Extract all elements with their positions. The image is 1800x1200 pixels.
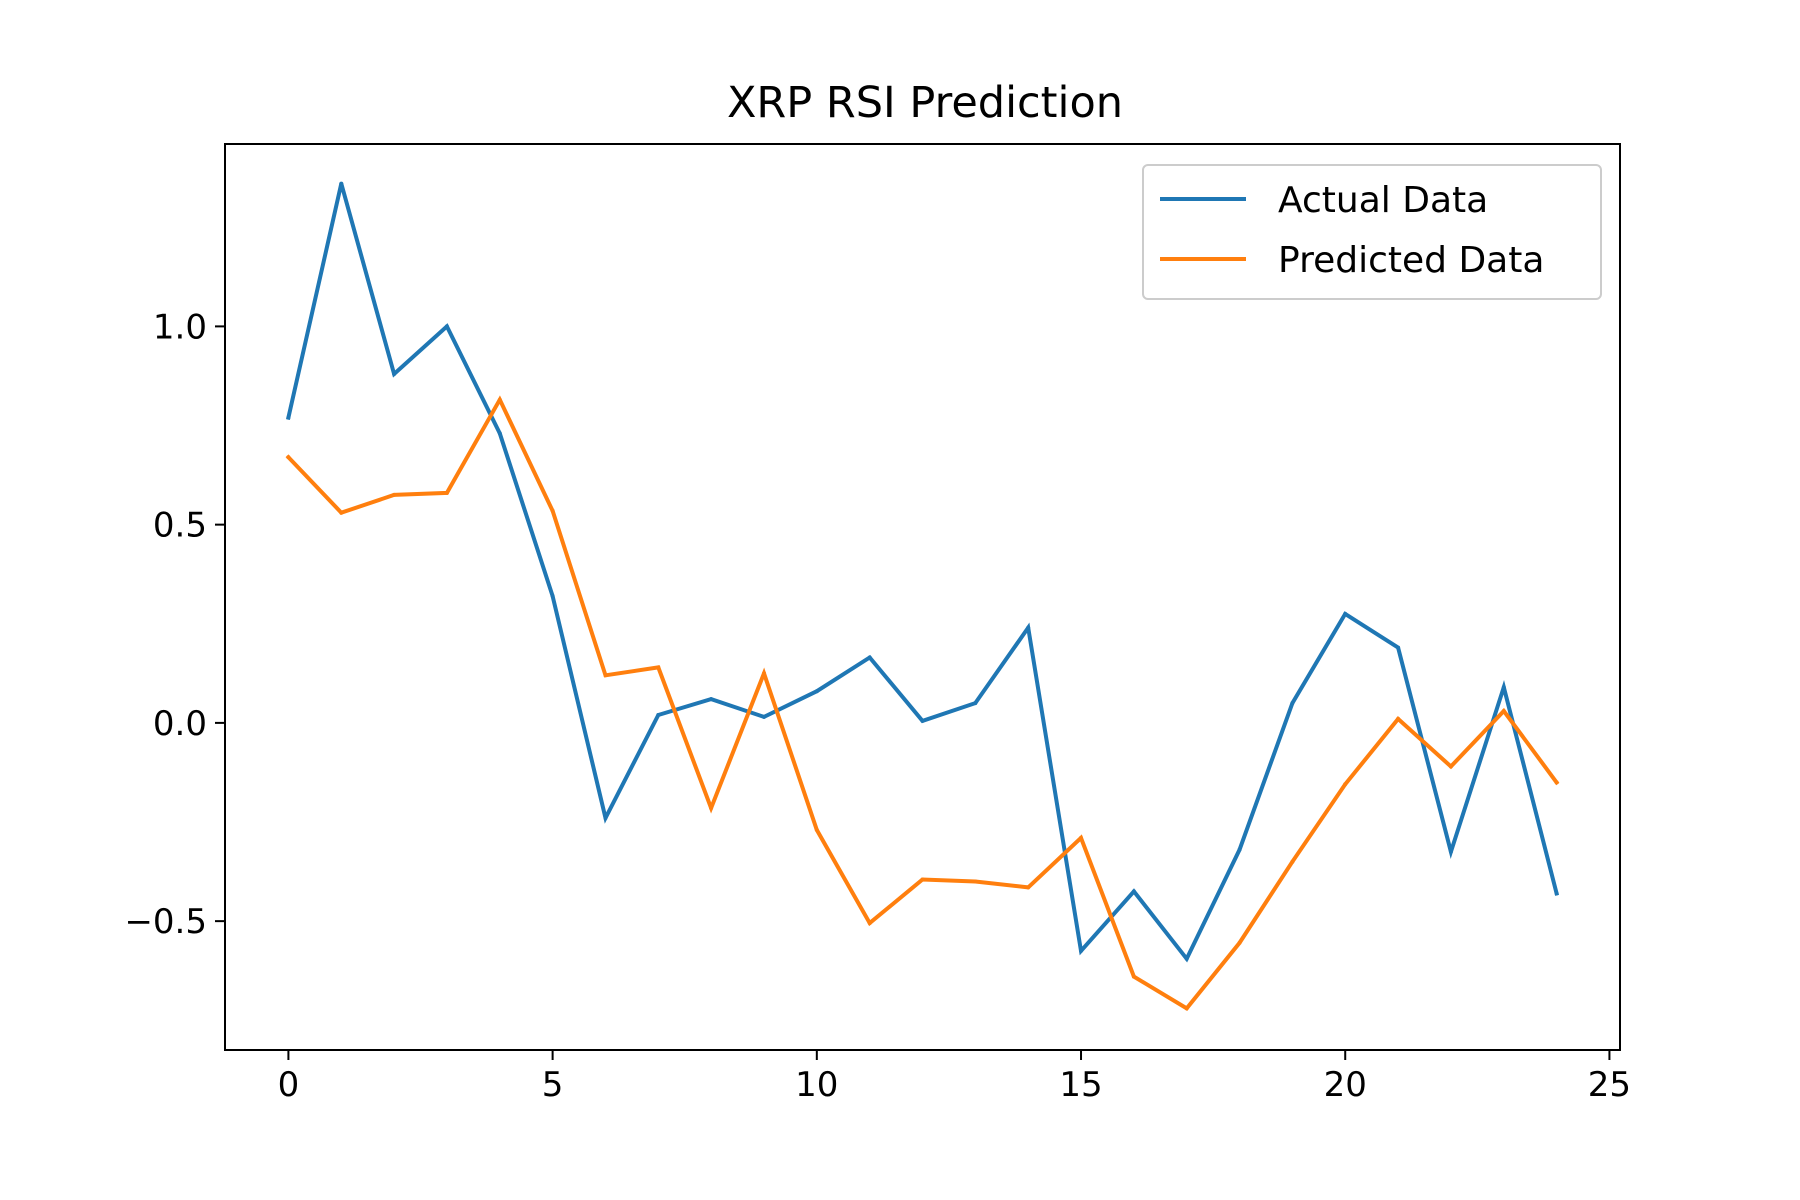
- data-point-predicted-data: [1079, 835, 1083, 840]
- data-point-predicted-data: [497, 397, 502, 402]
- data-point-predicted-data: [1026, 885, 1031, 890]
- data-point-actual-data: [497, 431, 502, 436]
- data-point-actual-data: [444, 324, 449, 329]
- data-point-actual-data: [1237, 847, 1242, 852]
- data-point-actual-data: [1079, 948, 1083, 953]
- data-point-actual-data: [603, 816, 608, 820]
- data-point-actual-data: [762, 714, 766, 719]
- data-point-predicted-data: [444, 490, 449, 495]
- data-point-predicted-data: [339, 510, 344, 515]
- data-point-actual-data: [867, 655, 872, 660]
- y-tick-label: 0.0: [153, 704, 207, 744]
- x-tick-label: 15: [1059, 1065, 1102, 1105]
- data-point-predicted-data: [392, 492, 397, 497]
- data-point-actual-data: [1131, 889, 1136, 894]
- y-axis-ticks: −0.5 0.0 0.5 1.0: [124, 307, 225, 942]
- data-point-predicted-data: [1290, 859, 1295, 864]
- x-tick-label: 20: [1324, 1065, 1367, 1105]
- data-point-actual-data: [339, 181, 344, 186]
- series-layer: [285, 181, 1560, 1012]
- data-point-actual-data: [656, 713, 661, 717]
- data-point-actual-data: [973, 701, 978, 706]
- data-point-actual-data: [286, 415, 291, 420]
- data-point-predicted-data: [656, 665, 661, 670]
- data-point-predicted-data: [1448, 764, 1453, 769]
- legend: Actual Data Predicted Data: [1142, 164, 1602, 300]
- data-point-predicted-data: [920, 877, 925, 882]
- plot-frame: [224, 143, 1621, 1051]
- data-point-actual-data: [1184, 956, 1189, 961]
- data-point-predicted-data: [709, 806, 714, 811]
- data-point-predicted-data: [867, 921, 872, 926]
- data-point-actual-data: [1290, 701, 1295, 706]
- data-point-predicted-data: [550, 508, 555, 513]
- y-tick-label: 1.0: [153, 307, 207, 347]
- data-point-actual-data: [1343, 611, 1348, 616]
- data-point-predicted-data: [1184, 1006, 1189, 1011]
- data-point-predicted-data: [1396, 716, 1401, 721]
- data-point-predicted-data: [762, 671, 766, 676]
- legend-frame: [1142, 164, 1602, 300]
- data-point-predicted-data: [286, 455, 291, 460]
- data-point-predicted-data: [1343, 782, 1348, 787]
- x-tick-label: 10: [795, 1065, 838, 1105]
- y-tick-label: −0.5: [124, 902, 207, 942]
- x-tick-label: 25: [1588, 1065, 1631, 1105]
- y-tick-label: 0.5: [153, 506, 207, 546]
- data-point-predicted-data: [1554, 780, 1559, 785]
- x-tick-label: 5: [542, 1065, 564, 1105]
- data-point-predicted-data: [603, 673, 608, 678]
- data-point-actual-data: [814, 689, 819, 694]
- data-point-actual-data: [709, 697, 714, 702]
- data-point-actual-data: [1554, 891, 1559, 896]
- data-point-predicted-data: [1131, 974, 1136, 979]
- x-axis-ticks: 0 5 10 15 20 25: [278, 1050, 1631, 1105]
- data-point-actual-data: [392, 372, 397, 376]
- legend-label-predicted-data: Predicted Data: [1278, 240, 1544, 281]
- data-point-actual-data: [1026, 625, 1031, 630]
- data-point-predicted-data: [1501, 709, 1506, 713]
- legend-label-actual-data: Actual Data: [1278, 180, 1488, 221]
- x-tick-label: 0: [278, 1065, 300, 1105]
- data-point-actual-data: [550, 594, 555, 598]
- data-point-actual-data: [920, 718, 925, 723]
- chart-title: XRP RSI Prediction: [727, 78, 1123, 128]
- data-point-actual-data: [1448, 849, 1453, 854]
- data-point-actual-data: [1396, 645, 1401, 650]
- data-point-predicted-data: [814, 827, 819, 832]
- data-point-actual-data: [1501, 685, 1506, 690]
- data-point-predicted-data: [1237, 940, 1242, 945]
- data-point-predicted-data: [973, 879, 978, 884]
